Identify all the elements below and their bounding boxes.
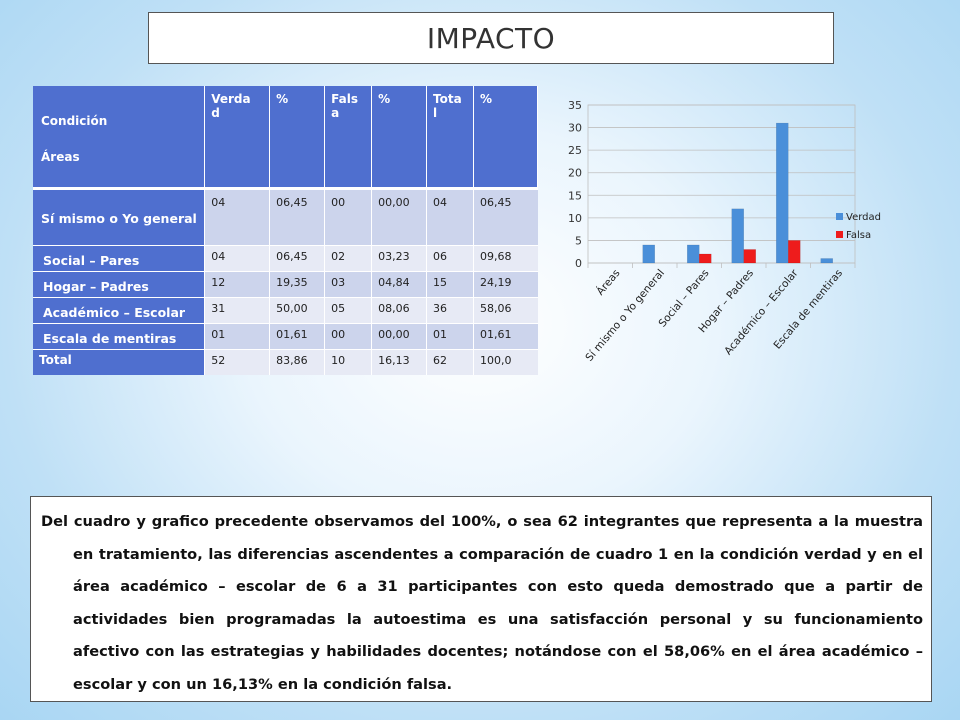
table-cell: 05 [324, 296, 372, 323]
page-title: IMPACTO [426, 21, 556, 55]
table-cell: 100,0 [473, 348, 538, 375]
y-tick-label: 35 [568, 99, 582, 112]
table-cell: 03,23 [371, 244, 427, 271]
y-tick-label: 30 [568, 122, 582, 135]
table-cell: 01,61 [473, 322, 538, 349]
table-cell: 10 [324, 348, 372, 375]
header-pct-falsa: % [371, 86, 428, 188]
y-tick-label: 0 [575, 257, 582, 270]
table-cell: 00,00 [371, 186, 427, 245]
x-tick-label: Áreas [594, 267, 623, 298]
header-total: Tota l [426, 86, 475, 188]
x-tick-label: Académico – Escolar [722, 267, 801, 358]
legend-swatch [836, 213, 843, 220]
header-pct-total: % [473, 86, 538, 188]
table-cell: 50,00 [269, 296, 325, 323]
table-row: Académico – Escolar 31 50,00 05 08,06 36 58,06 [33, 296, 538, 323]
bar-verdad [731, 208, 744, 264]
row-area-label: Escala de mentiras [33, 322, 205, 349]
summary-box: Del cuadro y grafico precedente observam… [30, 496, 932, 702]
table-cell: 08,06 [371, 296, 427, 323]
row-area-label: Social – Pares [33, 244, 205, 271]
table-cell: 01,61 [269, 322, 325, 349]
table-cell: 04 [204, 244, 270, 271]
table-cell: 06,45 [269, 186, 325, 245]
table-row: Hogar – Padres 12 19,35 03 04,84 15 24,19 [33, 270, 538, 297]
table-cell: 58,06 [473, 296, 538, 323]
bar-verdad [820, 258, 833, 264]
header-verdad: Verda d [204, 86, 271, 188]
title-box: IMPACTO [148, 12, 834, 64]
row-area-label: Sí mismo o Yo general [33, 186, 205, 245]
y-tick-label: 10 [568, 212, 582, 225]
header-condition-areas: Condición Áreas [33, 86, 206, 188]
table-cell: 00 [324, 322, 372, 349]
table-cell: 83,86 [269, 348, 325, 375]
legend-label: Falsa [846, 230, 871, 241]
table-cell: 16,13 [371, 348, 427, 375]
header-pct-verdad: % [269, 86, 326, 188]
table-cell: 00,00 [371, 322, 427, 349]
table-row: Sí mismo o Yo general 04 06,45 00 00,00 04 06,… [33, 186, 538, 245]
table-cell: 52 [204, 348, 270, 375]
table-row: Escala de mentiras 01 01,61 00 00,00 01 01,61 [33, 322, 538, 349]
y-tick-label: 25 [568, 144, 582, 157]
table-cell: 31 [204, 296, 270, 323]
legend-label: Verdad [846, 212, 881, 223]
table-row: Total 52 83,86 10 16,13 62 100,0 [33, 348, 538, 375]
table-cell: 02 [324, 244, 372, 271]
table-cell: 09,68 [473, 244, 538, 271]
table-cell: 15 [426, 270, 474, 297]
table-cell: 01 [426, 322, 474, 349]
plot-area [587, 104, 856, 264]
table-cell: 06 [426, 244, 474, 271]
table-cell: 19,35 [269, 270, 325, 297]
header-areas: Áreas [41, 150, 80, 165]
bar-verdad [687, 244, 700, 264]
table-header-row: Condición Áreas Verda d % Fals a % Tota … [33, 86, 538, 188]
table-cell: 06,45 [269, 244, 325, 271]
table-cell: 12 [204, 270, 270, 297]
table-cell: 24,19 [473, 270, 538, 297]
header-condicion: Condición [41, 114, 108, 129]
y-tick-label: 15 [568, 189, 582, 202]
header-falsa: Fals a [324, 86, 373, 188]
summary-paragraph: Del cuadro y grafico precedente observam… [41, 513, 923, 693]
y-tick-label: 5 [575, 234, 582, 247]
bar-falsa [743, 249, 756, 264]
bar-verdad [642, 244, 655, 264]
table-cell: 03 [324, 270, 372, 297]
x-tick-label: Sí mismo o Yo general [583, 267, 667, 364]
row-area-label: Académico – Escolar [33, 296, 205, 323]
row-area-label: Total [33, 348, 205, 375]
table-row: Social – Pares 04 06,45 02 03,23 06 09,68 [33, 244, 538, 271]
table-cell: 04,84 [371, 270, 427, 297]
results-table: Condición Áreas Verda d % Fals a % Tota … [33, 86, 538, 375]
table-cell: 04 [204, 186, 270, 245]
table-cell: 06,45 [473, 186, 538, 245]
table-cell: 04 [426, 186, 474, 245]
bar-verdad [776, 122, 789, 264]
table-cell: 00 [324, 186, 372, 245]
table-cell: 62 [426, 348, 474, 375]
table-cell: 01 [204, 322, 270, 349]
legend-swatch [836, 231, 843, 238]
row-area-label: Hogar – Padres [33, 270, 205, 297]
table-cell: 36 [426, 296, 474, 323]
y-tick-label: 20 [568, 167, 582, 180]
bar-falsa [699, 253, 712, 264]
bar-falsa [788, 240, 801, 264]
